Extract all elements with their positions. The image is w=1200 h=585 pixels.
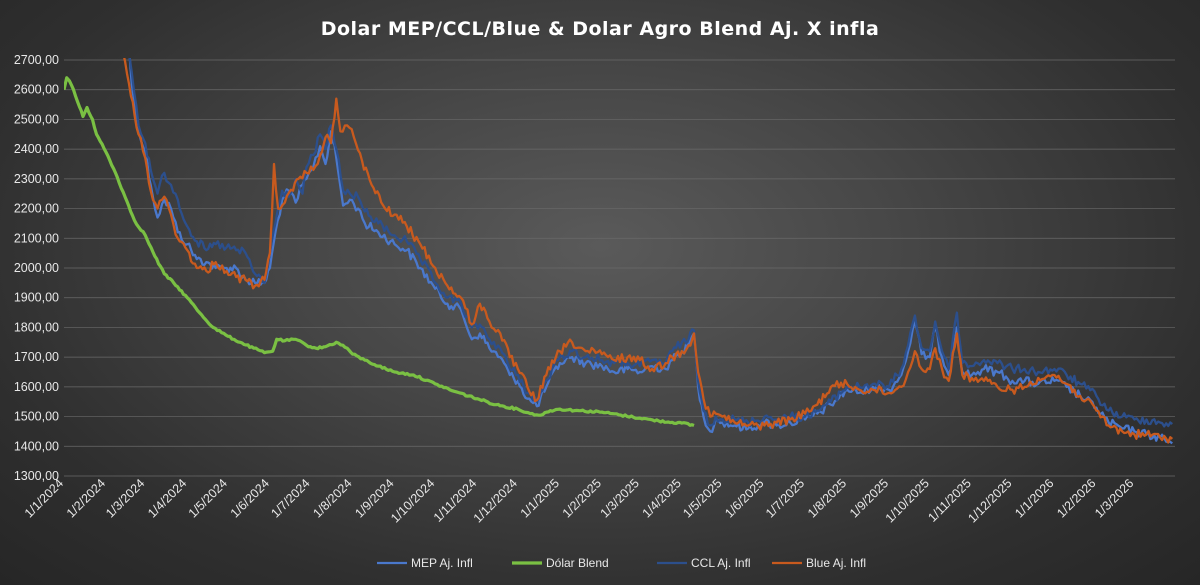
x-tick-label: 1/2/2026 (1054, 476, 1098, 520)
y-tick-label: 1400,00 (14, 439, 59, 453)
x-tick-label: 1/2/2024 (64, 476, 108, 520)
x-tick-label: 1/7/2025 (763, 476, 807, 520)
series-line-2 (64, 76, 695, 427)
y-tick-label: 2200,00 (14, 202, 59, 216)
x-tick-label: 1/3/2024 (103, 476, 147, 520)
x-tick-label: 1/12/2025 (965, 476, 1014, 525)
y-tick-label: 1500,00 (14, 410, 59, 424)
legend-label: Blue Aj. Infl (806, 556, 866, 570)
y-tick-label: 1900,00 (14, 291, 59, 305)
x-tick-label: 1/10/2024 (388, 476, 437, 525)
x-tick-label: 1/5/2025 (680, 476, 724, 520)
x-tick-label: 1/1/2026 (1012, 476, 1056, 520)
x-tick-label: 1/6/2025 (722, 476, 766, 520)
series-line-4 (123, 58, 1174, 444)
x-tick-label: 1/5/2024 (186, 476, 230, 520)
legend-label: CCL Aj. Infl (691, 556, 751, 570)
y-tick-label: 2500,00 (14, 112, 59, 126)
x-tick-label: 1/1/2025 (518, 476, 562, 520)
x-tick-label: 1/12/2024 (471, 476, 520, 525)
series-line-3 (128, 58, 1173, 428)
y-tick-label: 2100,00 (14, 231, 59, 245)
y-tick-label: 2300,00 (14, 172, 59, 186)
series-lines (64, 58, 1174, 445)
y-tick-label: 2000,00 (14, 261, 59, 275)
x-tick-label: 1/3/2025 (598, 476, 642, 520)
legend-label: MEP Aj. Infl (411, 556, 473, 570)
x-tick-label: 1/7/2024 (268, 476, 312, 520)
x-tick-label: 1/3/2026 (1092, 476, 1136, 520)
chart-title: Dolar MEP/CCL/Blue & Dolar Agro Blend Aj… (321, 18, 880, 40)
y-tick-label: 1600,00 (14, 380, 59, 394)
x-tick-label: 1/8/2024 (310, 476, 354, 520)
y-tick-label: 1700,00 (14, 350, 59, 364)
x-tick-label: 1/10/2025 (883, 476, 932, 525)
y-tick-label: 2700,00 (14, 53, 59, 67)
legend: MEP Aj. Infl Dólar Blend CCL Aj. Infl Blue … (377, 556, 866, 570)
y-tick-label: 2400,00 (14, 142, 59, 156)
x-tick-label: 1/4/2025 (640, 476, 684, 520)
legend-label: Dólar Blend (546, 556, 609, 570)
series-line-1 (128, 58, 1173, 445)
y-tick-label: 2600,00 (14, 83, 59, 97)
x-tick-label: 1/2/2025 (560, 476, 604, 520)
x-tick-label: 1/8/2025 (805, 476, 849, 520)
x-axis: 1/1/20241/2/20241/3/20241/4/20241/5/2024… (22, 476, 1137, 525)
x-tick-label: 1/6/2024 (228, 476, 272, 520)
y-tick-label: 1800,00 (14, 320, 59, 334)
y-axis: 1300,00 1400,00 1500,00 1600,00 1700,00 1800,… (14, 53, 59, 483)
y-tick-label: 1300,00 (14, 469, 59, 483)
x-tick-label: 1/4/2024 (145, 476, 189, 520)
